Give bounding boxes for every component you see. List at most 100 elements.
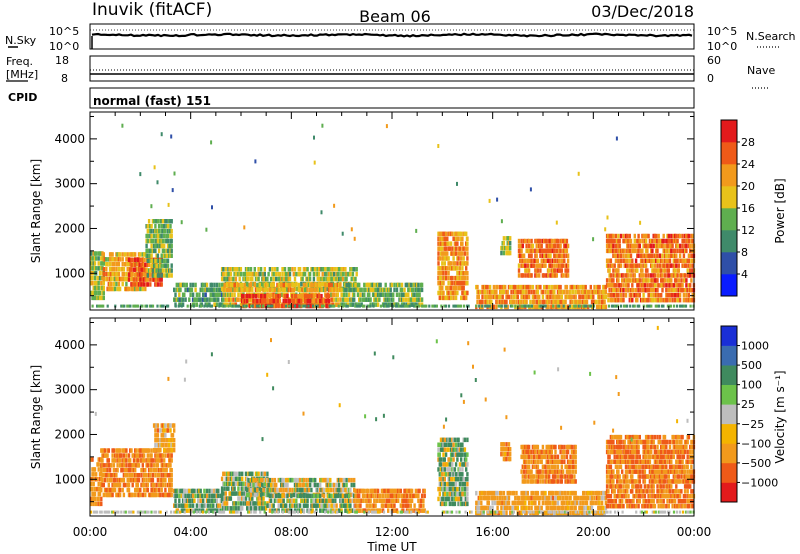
velocity-cell (353, 493, 356, 499)
power-cell (483, 299, 487, 305)
velocity-cell (254, 477, 258, 483)
power-cell (488, 294, 492, 300)
power-cell (257, 271, 260, 277)
power-cell (209, 297, 212, 302)
power-cell (157, 268, 161, 273)
power-cell (609, 273, 613, 278)
power-cell (617, 288, 620, 293)
velocity-cell (188, 508, 191, 513)
velocity-cell (234, 501, 238, 506)
velocity-cell (252, 487, 255, 493)
power-cell (676, 243, 679, 249)
power-cell (137, 252, 141, 257)
power-cell (376, 282, 380, 288)
power-cell (251, 276, 254, 282)
velocity-cell (329, 482, 332, 488)
velocity-cell (97, 457, 100, 462)
power-cell (653, 253, 657, 258)
power-cell (548, 284, 551, 290)
velocity-cell (348, 477, 351, 483)
power-cell (332, 287, 336, 293)
power-cell (549, 294, 552, 300)
velocity-cell (157, 473, 161, 478)
power-cell (627, 288, 630, 293)
velocity-cell (271, 482, 274, 488)
power-cell (608, 283, 611, 288)
power-cell (558, 243, 561, 249)
power-cell (171, 188, 174, 193)
power-cell (626, 263, 629, 268)
velocity-cell (142, 477, 146, 483)
power-cell (509, 284, 512, 290)
velocity-cell (106, 453, 109, 458)
power-cell (184, 287, 187, 293)
power-cell (462, 285, 465, 291)
velocity-cell (258, 506, 261, 511)
power-cell (248, 297, 251, 302)
power-cell (608, 248, 611, 254)
power-cell (548, 299, 551, 305)
power-cell (485, 299, 488, 305)
power-cell (295, 271, 298, 277)
power-cell (439, 280, 443, 286)
power-cell (565, 284, 569, 290)
velocity-cell (137, 463, 141, 468)
power-cell (558, 253, 561, 258)
power-cell (496, 197, 499, 202)
power-cell (261, 276, 264, 282)
power-cell (320, 210, 323, 215)
power-cell (636, 297, 639, 303)
power-cell (144, 252, 147, 257)
power-cell (550, 284, 553, 290)
power-cell (215, 282, 219, 288)
power-cell (357, 304, 360, 308)
power-colorbar-label: Power [dB] (773, 178, 787, 243)
power-cell (241, 293, 244, 299)
velocity-cell (220, 491, 224, 496)
power-cell (558, 284, 561, 290)
power-cell (626, 268, 629, 273)
velocity-cell (111, 453, 114, 458)
power-cell (527, 284, 531, 290)
power-cell (598, 299, 601, 305)
power-cell (441, 261, 444, 266)
velocity-cell (271, 487, 274, 493)
power-cell (298, 271, 302, 277)
power-cell (615, 136, 618, 141)
power-cell (252, 298, 255, 304)
velocity-cell (273, 482, 277, 488)
power-cell (617, 258, 620, 263)
power-cell (142, 262, 146, 267)
power-cell (373, 297, 376, 302)
velocity-cell (259, 506, 263, 511)
velocity-cell (267, 492, 270, 498)
power-cell (183, 292, 186, 297)
power-cell (228, 292, 231, 297)
power-cell (549, 263, 552, 268)
velocity-cell (272, 503, 275, 508)
power-cell (285, 282, 288, 288)
power-cell (404, 297, 407, 302)
velocity-cell (145, 477, 148, 483)
velocity-cell (195, 503, 199, 508)
power-cell (612, 268, 615, 273)
power-cell (308, 287, 312, 293)
power-cell (527, 289, 531, 295)
velocity-cell (353, 477, 356, 483)
power-cell (668, 258, 672, 263)
power-cell (325, 282, 328, 288)
power-cell (685, 263, 688, 268)
velocity-cell (282, 487, 285, 493)
velocity-cell (170, 433, 173, 438)
velocity-cell (335, 482, 338, 488)
velocity-cell (159, 482, 162, 488)
power-cell (252, 271, 255, 277)
velocity-cell (344, 493, 347, 499)
velocity-cell (233, 506, 236, 511)
power-cell (233, 267, 236, 272)
power-cell (271, 298, 274, 304)
power-cell (587, 294, 590, 300)
power-cell (389, 287, 392, 293)
power-cell (335, 276, 338, 282)
power-cell (612, 233, 615, 239)
